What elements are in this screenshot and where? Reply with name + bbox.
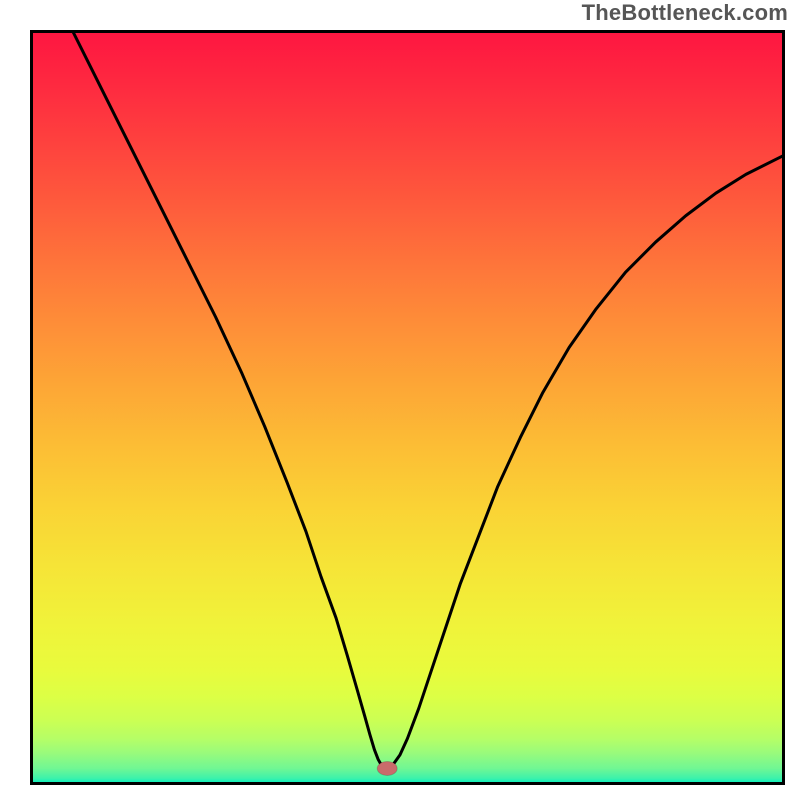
optimal-point-marker: [377, 761, 397, 775]
watermark-text: TheBottleneck.com: [582, 0, 788, 26]
bottleneck-curve-chart: [30, 30, 785, 785]
chart-background: [32, 32, 784, 784]
chart-container: TheBottleneck.com: [0, 0, 800, 800]
plot-area: [30, 30, 785, 785]
